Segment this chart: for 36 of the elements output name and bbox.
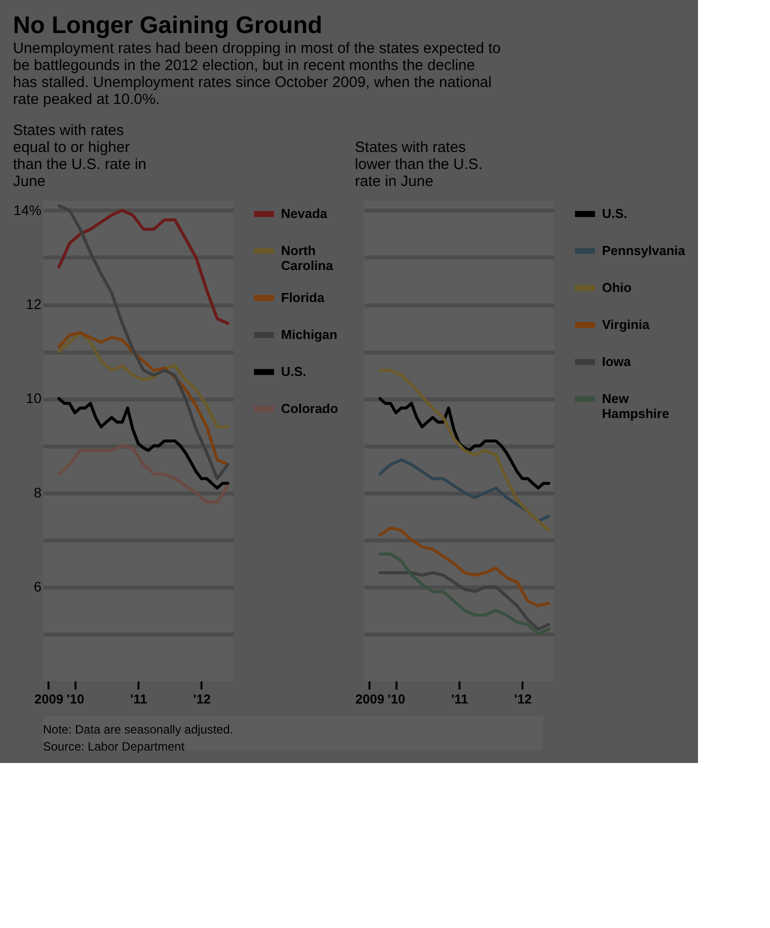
chart-title: No Longer Gaining Ground	[12, 12, 322, 39]
x-tick-label: '11	[130, 692, 148, 706]
x-tick-label: 2009	[34, 692, 64, 706]
text: States with rates equal to or higher than the U.S. rate in June	[12, 122, 146, 190]
text: Note: Data are seasonally adjusted.	[43, 722, 234, 736]
line-series	[57, 331, 230, 428]
y-tick-label: 12	[26, 296, 42, 312]
x-tick-label: 2009	[355, 692, 384, 706]
x-tick-label: '10	[388, 692, 406, 706]
legend-label: New Hampshire	[602, 391, 670, 421]
y-tick-label: 8	[34, 484, 42, 500]
text: States with rates lower than the U.S. rate in June	[354, 139, 482, 190]
chart-subtitle: Unemployment rates had been dropping in most of the states expected to be battlegounds in the 2012 election, but in recent months the decline has stalled. Unemployment rates since October 2009, when the national rate peaked at 10.0%.	[12, 40, 501, 108]
legend-label: Virginia	[602, 317, 650, 332]
y-tick-label: 14%	[13, 202, 42, 218]
y-tick-label: 6	[34, 578, 42, 594]
legend-label: North Carolina	[281, 243, 334, 273]
line-series	[57, 444, 230, 504]
legend-label: Iowa	[602, 354, 632, 369]
x-tick-label: '10	[66, 692, 84, 706]
legend-label: Michigan	[281, 327, 338, 342]
legend-label: Nevada	[281, 206, 328, 221]
line-series	[57, 397, 230, 490]
line-series	[57, 208, 230, 325]
x-tick-label: '11	[451, 692, 468, 706]
source-note: Source: Labor Department	[43, 740, 186, 754]
x-tick-label: '12	[193, 692, 211, 706]
x-tick-label: '12	[514, 692, 532, 706]
legend-label: Colorado	[281, 401, 338, 416]
legend-label: Florida	[281, 290, 326, 305]
legend-label: Pennsylvania	[602, 243, 686, 258]
legend-label: U.S.	[281, 364, 306, 379]
legend-label: Ohio	[602, 280, 632, 295]
legend-label: U.S.	[602, 206, 628, 221]
y-tick-label: 10	[26, 390, 42, 406]
line-series	[57, 204, 230, 480]
